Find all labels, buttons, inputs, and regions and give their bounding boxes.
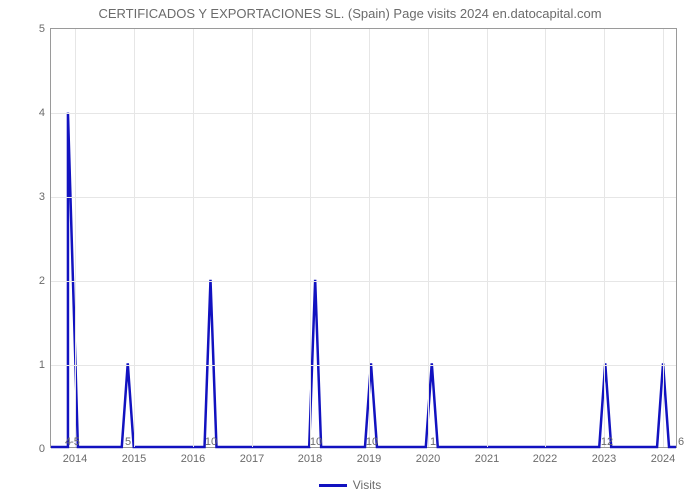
y-tick-label: 1 (39, 359, 51, 371)
y-tick-label: 4 (39, 107, 51, 119)
value-label: 5 (125, 436, 131, 448)
gridline-vertical (545, 29, 546, 447)
gridline-vertical (663, 29, 664, 447)
gridline-horizontal (51, 197, 676, 198)
value-label: 6 (678, 436, 684, 448)
value-label: -5 (70, 436, 80, 448)
gridline-horizontal (51, 365, 676, 366)
x-tick-label: 2022 (533, 447, 557, 465)
value-label: 1 (430, 436, 436, 448)
gridline-vertical (310, 29, 311, 447)
gridline-vertical (193, 29, 194, 447)
plot-area: 0123452014201520162017201820192020202120… (50, 28, 677, 448)
x-tick-label: 2024 (651, 447, 675, 465)
gridline-horizontal (51, 113, 676, 114)
y-tick-label: 0 (39, 443, 51, 455)
gridline-vertical (75, 29, 76, 447)
gridline-vertical (134, 29, 135, 447)
x-tick-label: 2018 (298, 447, 322, 465)
line-series (51, 29, 676, 447)
x-tick-label: 2019 (357, 447, 381, 465)
x-tick-label: 2021 (475, 447, 499, 465)
gridline-vertical (604, 29, 605, 447)
y-tick-label: 2 (39, 275, 51, 287)
x-tick-label: 2016 (181, 447, 205, 465)
gridline-vertical (252, 29, 253, 447)
y-tick-label: 3 (39, 191, 51, 203)
legend-label: Visits (353, 478, 381, 492)
visits-line (51, 113, 676, 447)
value-label: 10 (205, 436, 217, 448)
gridline-vertical (369, 29, 370, 447)
legend-swatch (319, 484, 347, 487)
x-tick-label: 2017 (240, 447, 264, 465)
value-label: 12 (601, 436, 613, 448)
y-tick-label: 5 (39, 23, 51, 35)
legend: Visits (0, 478, 700, 492)
chart-container: CERTIFICADOS Y EXPORTACIONES SL. (Spain)… (0, 0, 700, 500)
x-tick-label: 2023 (592, 447, 616, 465)
x-tick-label: 2014 (63, 447, 87, 465)
x-tick-label: 2020 (416, 447, 440, 465)
value-label: 10 (366, 436, 378, 448)
gridline-vertical (428, 29, 429, 447)
x-tick-label: 2015 (122, 447, 146, 465)
value-label: 10 (310, 436, 322, 448)
gridline-horizontal (51, 281, 676, 282)
chart-title: CERTIFICADOS Y EXPORTACIONES SL. (Spain)… (0, 6, 700, 21)
gridline-vertical (487, 29, 488, 447)
